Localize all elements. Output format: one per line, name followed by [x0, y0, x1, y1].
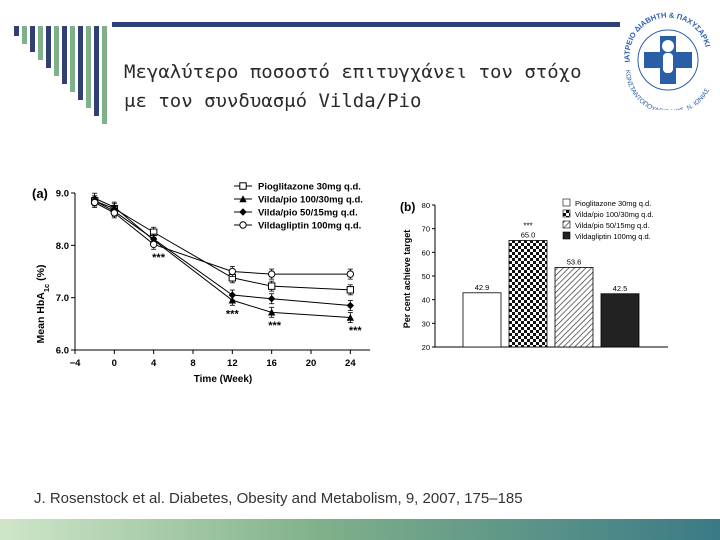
data-point [228, 267, 237, 276]
data-point [346, 286, 355, 294]
y-axis-label: Per cent achieve target [402, 230, 412, 329]
bar-value-label: 53.6 [567, 257, 582, 266]
legend-swatch [562, 209, 571, 218]
series-line-2 [94, 197, 351, 319]
y-tick-label: 80 [422, 201, 430, 210]
bar [600, 293, 640, 348]
legend-label: Vildagliptin 100mg q.d. [575, 232, 651, 241]
significance-marker: *** [152, 252, 166, 264]
legend-marker [239, 195, 247, 203]
logo-figure-head [662, 40, 674, 52]
bar-value-label: 42.9 [475, 283, 490, 292]
data-point [267, 282, 276, 290]
target-bar-chart: (b) Per cent achieve target 20 30 40 50 60 70… [400, 198, 668, 352]
slide-title-line1: Μεγαλύτερο ποσοστό επιτυγχάνει τον στόχο [124, 61, 582, 83]
slide-title: Μεγαλύτερο ποσοστό επιτυγχάνει τον στόχο… [124, 58, 582, 116]
bar-value-label: 42.5 [613, 284, 628, 293]
title-top-rule [112, 22, 620, 27]
significance-marker: *** [226, 308, 240, 320]
bar [462, 292, 502, 348]
data-point [149, 240, 158, 248]
panel-a-label: (a) [32, 186, 48, 201]
data-point [228, 291, 237, 299]
stripe [14, 26, 19, 36]
bottom-bar [0, 519, 720, 540]
stripe [38, 26, 43, 60]
legend-swatch [562, 220, 571, 229]
stripe [94, 26, 99, 116]
data-point [267, 308, 276, 316]
legend-label: Pioglitazone 30mg q.d. [258, 182, 361, 193]
legend-label: Vilda/pio 50/15mg q.d. [575, 221, 650, 230]
y-tick-label: 60 [422, 248, 430, 257]
series-line-3 [94, 200, 351, 307]
y-tick-label: 20 [422, 343, 430, 352]
x-tick-label: 8 [190, 358, 195, 369]
data-point [110, 209, 119, 217]
data-point [90, 198, 99, 207]
x-tick-label: −4 [70, 358, 82, 369]
y-tick-label: 8.0 [56, 241, 69, 252]
legend-label: Vilda/pio 50/15mg q.d. [258, 208, 358, 219]
stripe [22, 26, 27, 44]
legend-label: Pioglitazone 30mg q.d. [575, 199, 651, 208]
data-point [346, 313, 355, 321]
legend-label: Vilda/pio 100/30mg q.d. [258, 195, 363, 206]
series-group [90, 192, 355, 323]
legend: Pioglitazone 30mg q.d. Vilda/pio 100/30mg… [562, 198, 654, 241]
legend-marker [239, 221, 247, 229]
stripe [102, 26, 107, 124]
x-tick-label: 12 [227, 358, 238, 369]
legend-label: Vildagliptin 100mg q.d. [258, 221, 361, 232]
significance-marker: *** [523, 222, 532, 231]
legend-marker [239, 182, 247, 190]
stripe [78, 26, 83, 100]
bar-value-label: 65.0 [521, 231, 536, 240]
significance-marker: *** [268, 320, 282, 332]
y-axis-label: Mean HbA1c (%) [35, 265, 51, 344]
bar [508, 240, 548, 348]
stripe [54, 26, 59, 76]
y-tick-label: 9.0 [56, 189, 69, 200]
x-tick-label: 16 [266, 358, 277, 369]
y-tick-label: 6.0 [56, 346, 69, 357]
logo-figure-body [663, 53, 673, 73]
legend-label: Vilda/pio 100/30mg q.d. [575, 210, 654, 219]
y-tick-label: 50 [422, 272, 430, 281]
legend-marker [239, 208, 247, 216]
panel-b-label: (b) [400, 200, 415, 214]
stripe [30, 26, 35, 52]
x-axis-label: Time (Week) [194, 374, 253, 385]
data-point [267, 295, 276, 303]
x-tick-label: 24 [345, 358, 356, 369]
stripe [46, 26, 51, 68]
legend-swatch [562, 231, 571, 240]
bars-group: 42.9 65.0 53.6 42.5 *** [462, 222, 640, 348]
x-tick-label: 4 [151, 358, 157, 369]
legend-swatch [562, 198, 571, 207]
legend: Pioglitazone 30mg q.d. Vilda/pio 100/30mg… [234, 182, 363, 232]
data-point [346, 301, 355, 310]
stripe [86, 26, 91, 108]
y-tick-label: 30 [422, 319, 430, 328]
citation: J. Rosenstock et al. Diabetes, Obesity a… [34, 490, 523, 507]
clinic-logo: ΙΑΤΡΕΙΟ ΔΙΑΒΗΤΗ & ΠΑΧΥΣΑΡΚΙΑΣ ΚΩΝΣΤΑΝΤΟΠ… [610, 0, 712, 110]
y-tick-label: 7.0 [56, 293, 69, 304]
annotations: *** *** *** *** [152, 252, 362, 337]
hba1c-line-chart: (a) Mean HbA1c (%) 6.0 7.0 8.0 9.0 −4 0 4 8 12 16… [32, 182, 370, 385]
x-tick-label: 0 [112, 358, 117, 369]
stripe [70, 26, 75, 92]
axes: 6.0 7.0 8.0 9.0 −4 0 4 8 12 16 20 24 [56, 189, 370, 369]
x-tick-label: 20 [306, 358, 317, 369]
data-point [267, 270, 276, 278]
data-point [346, 270, 355, 278]
series-line-4 [94, 201, 351, 275]
bar [554, 267, 594, 348]
stripe [62, 26, 67, 84]
y-tick-label: 40 [422, 296, 430, 305]
significance-marker: *** [349, 325, 363, 337]
y-tick-label: 70 [422, 225, 430, 234]
slide-title-line2: με τον συνδυασμό Vilda/Pio [124, 90, 422, 112]
